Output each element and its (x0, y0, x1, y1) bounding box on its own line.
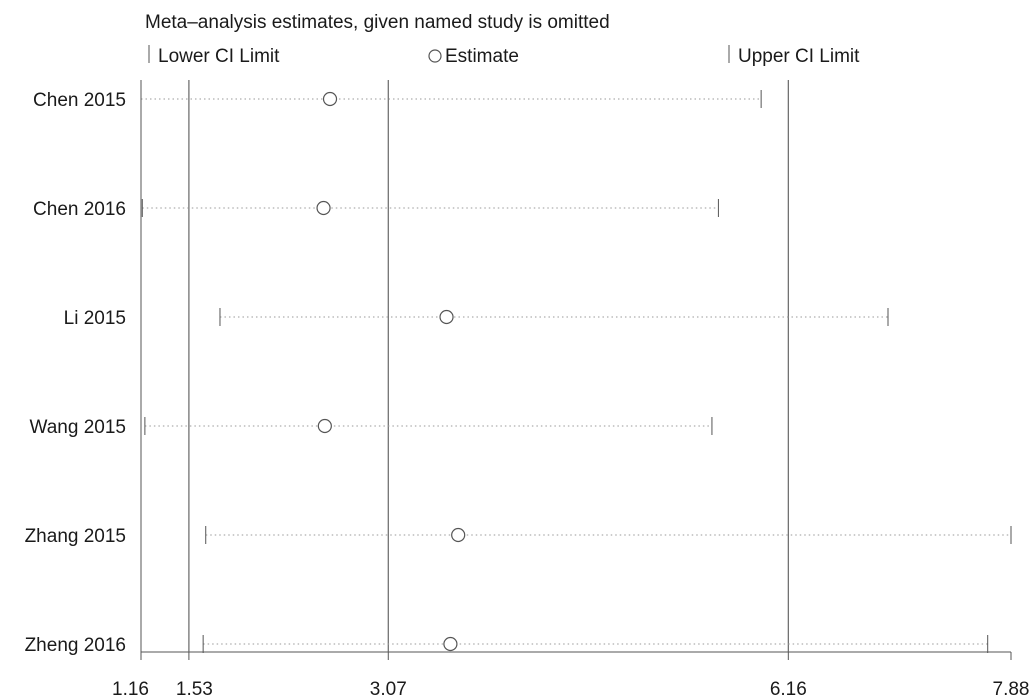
chart-title: Meta–analysis estimates, given named stu… (145, 12, 610, 33)
x-tick-label: 1.53 (176, 679, 213, 698)
x-tick-label: 6.16 (770, 679, 807, 698)
legend-lower-label: Lower CI Limit (158, 46, 280, 67)
study-label: Wang 2015 (30, 417, 126, 438)
study-label: Zheng 2016 (25, 635, 126, 656)
legend-estimate-label: Estimate (445, 46, 519, 67)
plot-area: 1.16 1.53 3.07 6.16 7.88 Chen 2015 Chen 2016 Li… (25, 80, 1030, 698)
estimate-point (322, 91, 338, 107)
legend-upper-label: Upper CI Limit (738, 46, 860, 67)
x-tick-label: 3.07 (370, 679, 407, 698)
x-tick-label: 1.16 (112, 679, 149, 698)
study-label: Chen 2016 (33, 199, 126, 220)
estimate-point (439, 309, 454, 325)
estimate-point (451, 527, 466, 543)
estimate-point (316, 200, 331, 216)
x-tick-label: 7.88 (993, 679, 1030, 698)
legend-estimate-marker (428, 49, 442, 63)
estimate-point (443, 636, 458, 652)
study-label: Li 2015 (64, 308, 126, 329)
study-label: Chen 2015 (33, 90, 126, 111)
legend: Lower CI Limit Estimate Upper CI Limit (148, 45, 860, 67)
estimate-point (317, 418, 332, 434)
study-label: Zhang 2015 (25, 526, 126, 547)
